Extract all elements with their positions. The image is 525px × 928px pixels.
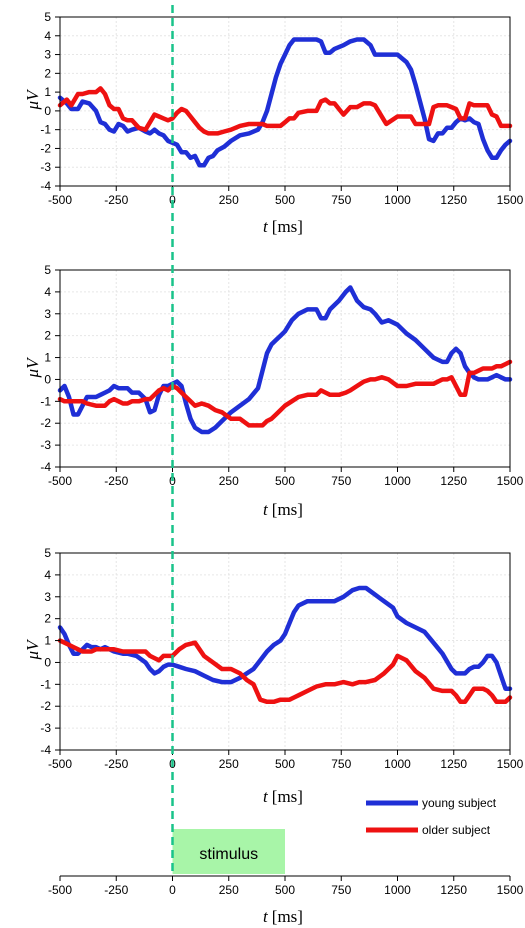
y-tick-label: -4 [40,743,51,757]
y-tick-label: 4 [44,285,51,299]
x-tick-label: 750 [331,193,351,207]
y-tick-label: 4 [44,568,51,582]
x-tick-label: 1000 [384,474,411,488]
stimulus-label: stimulus [199,846,258,863]
panel-2: μV t[ms] -500 -250 0 250 500 750 1000 1250 1500 -… [23,263,524,519]
x-tick-label: 750 [331,757,351,771]
y-tick-label: 5 [44,546,51,560]
y-tick-label: 2 [44,612,51,626]
timeline-x-axis-label: t [ms] [263,907,303,926]
x-tick-label: 500 [275,757,295,771]
x-tick-label: 500 [275,193,295,207]
x-tick-label: 1500 [497,474,524,488]
y-tick-label: 2 [44,329,51,343]
y-tick-label: 5 [44,10,51,24]
legend-label-young: young subject [422,796,497,810]
timeline-tick-label: 500 [275,883,295,897]
timeline-tick-label: 250 [219,883,239,897]
x-tick-label: 1250 [440,757,467,771]
x-axis-label: t [ms] [263,500,303,519]
y-tick-label: 1 [44,634,51,648]
x-tick-label: -250 [104,757,128,771]
y-tick-label: 1 [44,351,51,365]
y-tick-label: -1 [40,677,51,691]
timeline-tick-label: 1500 [497,883,524,897]
y-tick-label: 4 [44,29,51,43]
x-tick-label: 250 [219,193,239,207]
y-tick-label: -4 [40,179,51,193]
y-axis-label: μV [23,88,42,111]
timeline-tick-label: 0 [169,883,176,897]
timeline-tick-label: 1000 [384,883,411,897]
series-line-young [57,37,513,168]
series-line-young [57,285,513,435]
panel-1: μV t[ms] -500 -250 0 250 500 750 1000 1250 1500 -… [23,10,524,236]
series-line-older [57,86,513,136]
y-tick-label: 3 [44,307,51,321]
y-tick-label: 3 [44,48,51,62]
x-axis-label: t [ms] [263,787,303,806]
stimulus-bar [172,829,285,874]
panel-3: μV t[ms] -500 -250 0 250 500 750 1000 1250 1500 -… [23,546,524,806]
y-tick-label: -1 [40,394,51,408]
y-tick-label: -2 [40,141,51,155]
timeline-tick-label: -500 [48,883,72,897]
x-tick-label: 750 [331,474,351,488]
x-tick-label: 250 [219,474,239,488]
timeline-tick-label: 1250 [440,883,467,897]
y-axis-label: μV [23,356,42,379]
x-tick-label: 1500 [497,757,524,771]
legend: young subject older subject [366,796,497,837]
timeline-tick-label: 750 [331,883,351,897]
y-tick-label: -4 [40,460,51,474]
timeline-axis: t [ms] -500 -250 0 250 500 750 1000 1250 1500 [48,875,524,926]
y-tick-label: 3 [44,590,51,604]
x-tick-label: 1500 [497,193,524,207]
x-axis-label: t [ms] [263,217,303,236]
y-tick-label: -1 [40,123,51,137]
x-tick-label: 1250 [440,474,467,488]
y-tick-label: -3 [40,160,51,174]
x-tick-label: -500 [48,193,72,207]
y-tick-label: 2 [44,66,51,80]
y-tick-label: 0 [44,104,51,118]
x-tick-label: 1000 [384,757,411,771]
y-tick-label: -2 [40,699,51,713]
y-tick-label: 5 [44,263,51,277]
series-line-older [57,638,513,705]
y-tick-label: 0 [44,372,51,386]
x-tick-label: 250 [219,757,239,771]
y-tick-label: -3 [40,438,51,452]
x-tick-label: 500 [275,474,295,488]
y-axis-label: μV [23,638,42,661]
x-tick-label: 1000 [384,193,411,207]
x-tick-label: 1250 [440,193,467,207]
x-tick-label: -500 [48,474,72,488]
stimulus-indicator: stimulus [172,829,285,874]
x-tick-label: -250 [104,193,128,207]
legend-label-older: older subject [422,823,491,837]
y-tick-label: -2 [40,416,51,430]
x-tick-label: -250 [104,474,128,488]
y-tick-label: 0 [44,655,51,669]
timeline-tick-label: -250 [104,883,128,897]
y-tick-label: -3 [40,721,51,735]
x-tick-label: -500 [48,757,72,771]
y-tick-label: 1 [44,85,51,99]
series-line-older [57,359,513,428]
